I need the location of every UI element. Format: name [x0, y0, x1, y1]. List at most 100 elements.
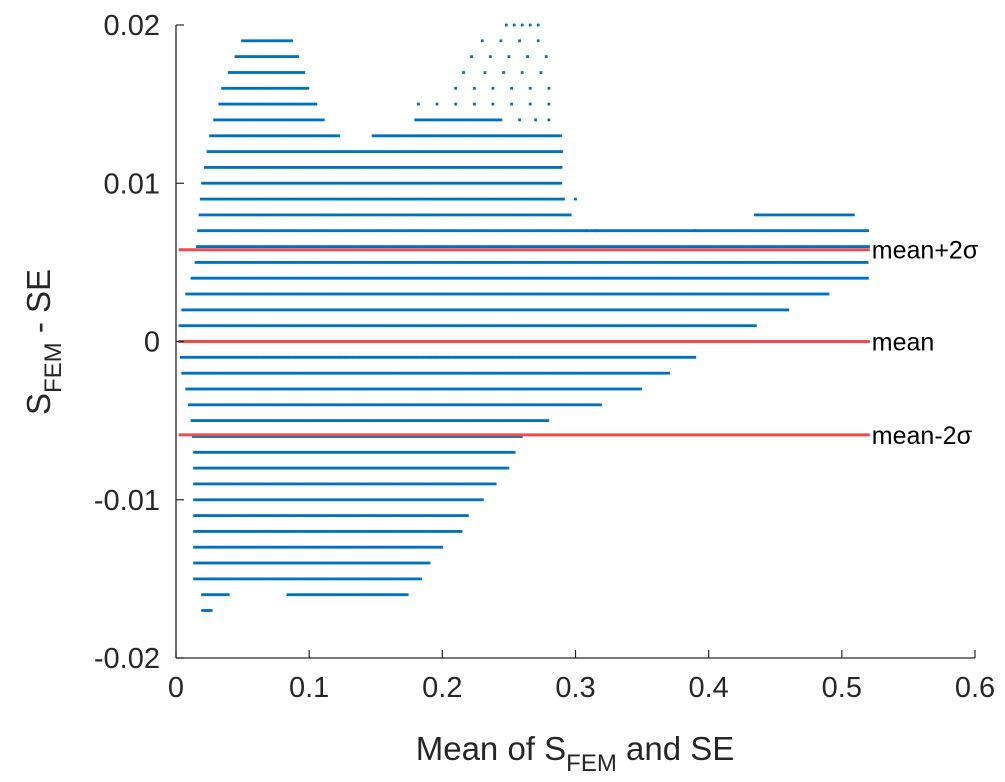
scatter-point — [475, 261, 479, 264]
scatter-point — [528, 371, 532, 375]
scatter-point — [437, 355, 441, 359]
scatter-point — [518, 134, 522, 138]
scatter-point — [648, 276, 652, 280]
scatter-point — [671, 245, 674, 248]
scatter-point — [225, 150, 229, 153]
scatter-point — [269, 229, 273, 233]
scatter-point — [859, 276, 863, 280]
scatter-point — [194, 403, 198, 407]
scatter-point — [499, 213, 502, 217]
scatter-point — [445, 292, 448, 296]
scatter-point — [540, 181, 543, 185]
scatter-point — [286, 355, 290, 359]
scatter-point — [508, 276, 511, 280]
scatter-point — [798, 245, 802, 248]
scatter-point — [479, 403, 483, 407]
scatter-point — [512, 355, 516, 359]
scatter-point — [272, 55, 276, 58]
scatter-point — [425, 134, 428, 138]
scatter-point — [508, 355, 511, 359]
scatter-point — [557, 276, 560, 280]
scatter-point — [353, 292, 357, 296]
scatter-point — [542, 324, 546, 328]
scatter-point — [362, 308, 366, 312]
scatter-point — [409, 387, 412, 391]
scatter-point — [353, 308, 357, 312]
scatter-point — [711, 324, 715, 328]
scatter-point — [488, 118, 492, 122]
scatter-point — [540, 134, 543, 138]
scatter-point — [308, 324, 312, 328]
scatter-point — [849, 229, 852, 233]
scatter-point — [355, 324, 359, 328]
scatter-point — [268, 134, 272, 138]
scatter-point — [547, 324, 550, 328]
scatter-point — [491, 134, 494, 138]
scatter-point — [365, 450, 369, 454]
scatter-point — [374, 229, 377, 233]
scatter-point — [279, 435, 283, 438]
scatter-point — [410, 166, 414, 169]
scatter-point — [445, 435, 449, 438]
scatter-point — [356, 213, 359, 217]
scatter-point — [241, 213, 244, 217]
scatter-point — [532, 245, 536, 248]
scatter-point — [340, 292, 344, 296]
scatter-point — [578, 276, 582, 280]
scatter-point — [190, 355, 194, 359]
scatter-point — [377, 292, 380, 296]
scatter-point — [402, 387, 406, 391]
scatter-point — [378, 181, 381, 185]
scatter-point — [623, 229, 627, 233]
scatter-point — [253, 308, 257, 312]
scatter-point — [309, 355, 313, 359]
scatter-point — [341, 261, 345, 264]
scatter-point — [300, 292, 304, 296]
scatter-point — [428, 292, 431, 296]
scatter-point — [217, 245, 220, 248]
scatter-point — [463, 419, 467, 422]
scatter-point — [584, 308, 587, 312]
scatter-point — [431, 134, 435, 138]
scatter-point — [526, 387, 529, 391]
scatter-point — [202, 324, 205, 328]
scatter-point — [325, 450, 329, 454]
scatter-point — [291, 324, 295, 328]
scatter-point — [243, 118, 246, 122]
scatter-point — [651, 324, 655, 328]
scatter-point — [350, 181, 354, 185]
scatter-point — [245, 39, 249, 43]
scatter-point — [462, 308, 466, 312]
scatter-point — [503, 371, 506, 375]
scatter-point — [634, 245, 638, 248]
scatter-point — [455, 387, 459, 391]
scatter-point — [527, 355, 530, 359]
scatter-point — [469, 403, 472, 407]
scatter-point — [588, 261, 592, 264]
scatter-point — [483, 197, 487, 201]
scatter-point — [275, 39, 279, 43]
scatter-point — [664, 245, 668, 248]
scatter-point — [279, 245, 282, 248]
scatter-point — [474, 229, 477, 233]
scatter-point — [340, 229, 343, 233]
scatter-point — [422, 355, 426, 359]
scatter-point — [352, 229, 356, 233]
scatter-point — [700, 229, 703, 233]
scatter-point — [259, 71, 263, 74]
scatter-point — [564, 324, 567, 328]
scatter-point — [476, 181, 479, 185]
scatter-point — [288, 181, 292, 185]
scatter-point — [495, 229, 499, 233]
scatter-point — [670, 229, 673, 233]
scatter-point — [215, 213, 219, 217]
scatter-point — [314, 419, 317, 422]
scatter-point — [451, 150, 455, 153]
scatter-point — [560, 308, 564, 312]
scatter-point — [817, 276, 820, 280]
scatter-point — [303, 134, 306, 138]
scatter-point — [258, 213, 261, 217]
scatter-point — [229, 86, 233, 90]
scatter-point — [350, 229, 354, 233]
scatter-point — [260, 261, 264, 264]
